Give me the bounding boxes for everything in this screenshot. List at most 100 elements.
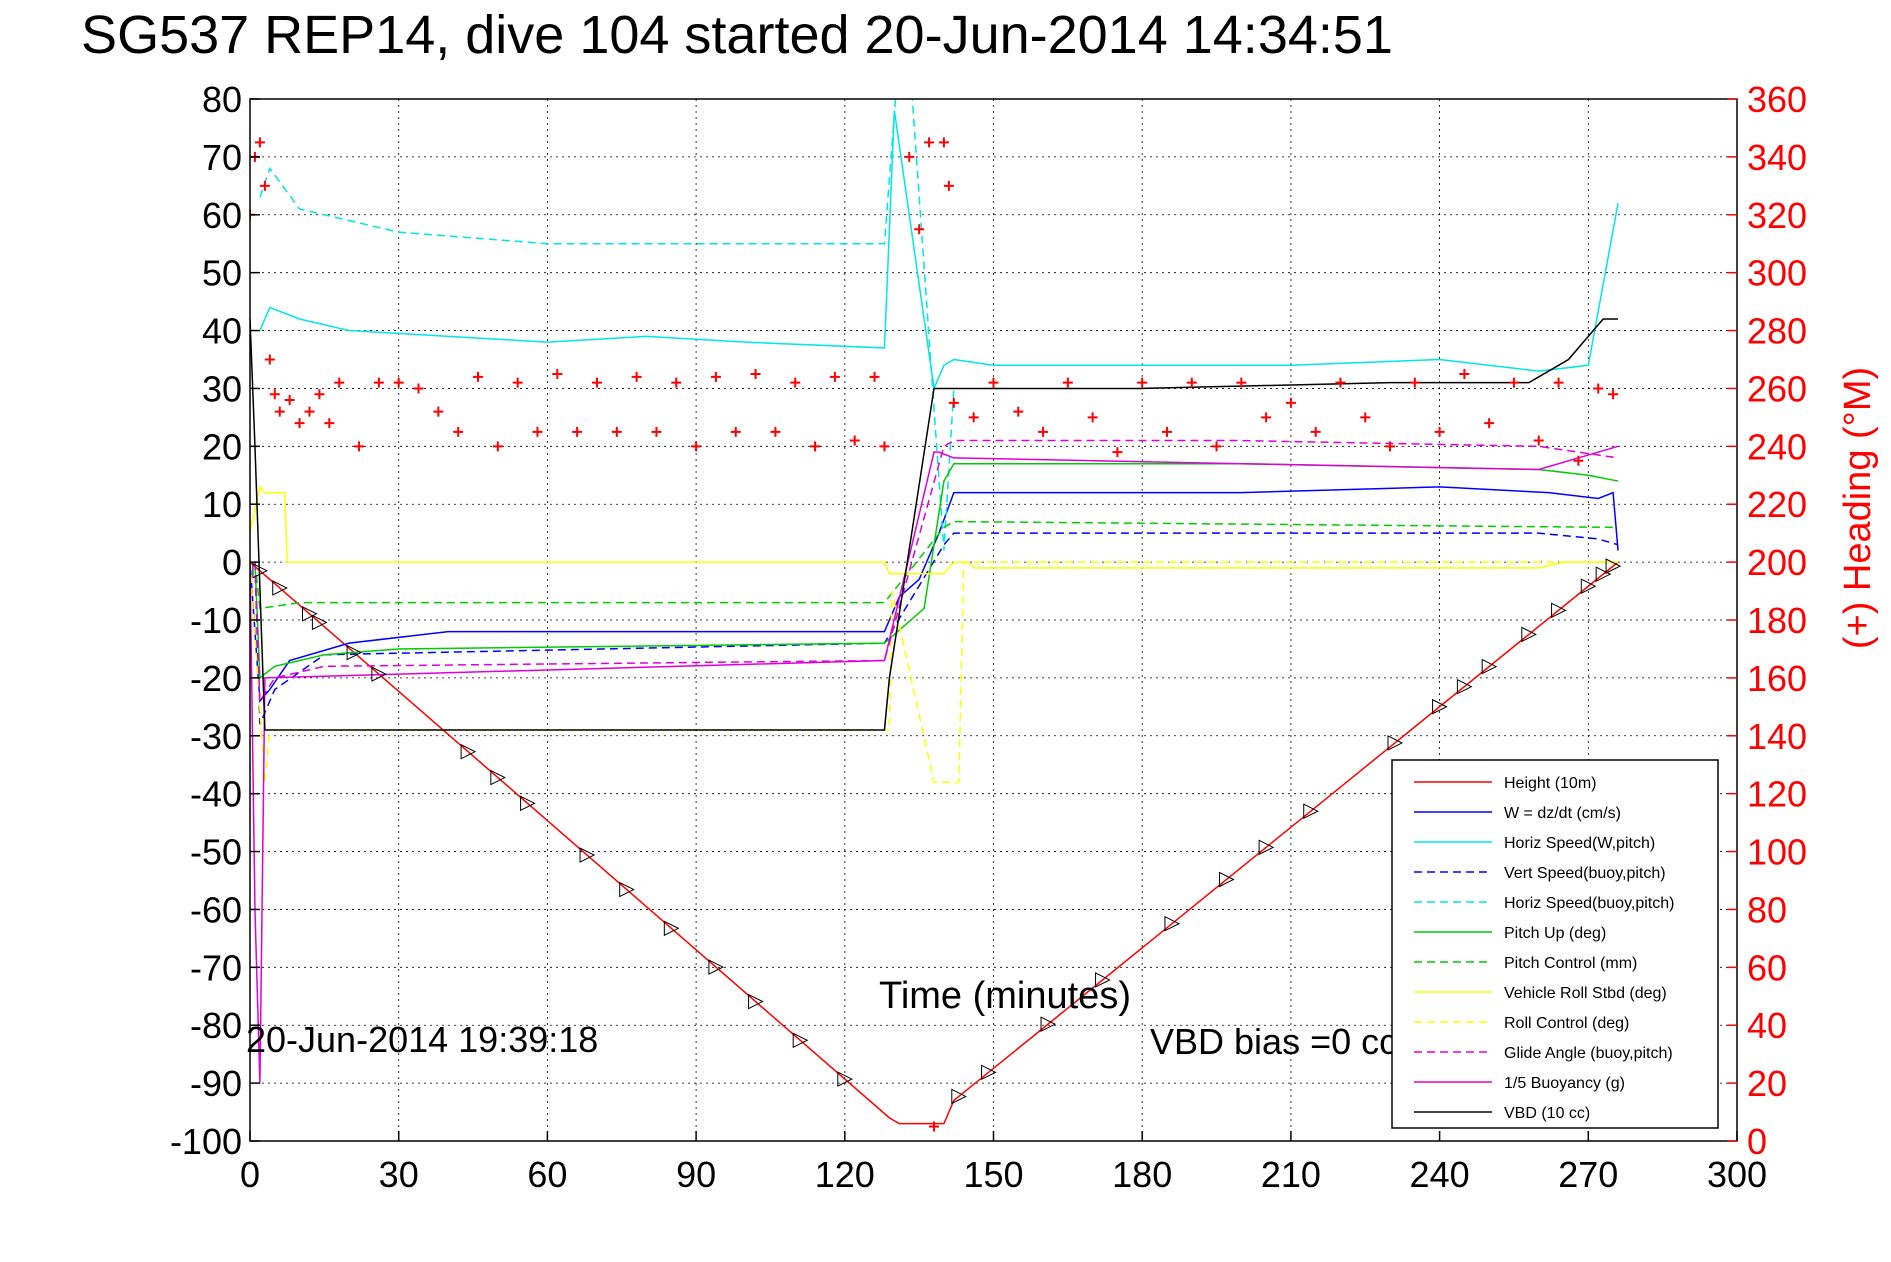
height-marker bbox=[951, 1088, 967, 1105]
series-horiz-speed-w-pitch bbox=[259, 110, 1619, 392]
height-marker bbox=[371, 666, 387, 682]
series-pitch-up-deg bbox=[254, 462, 1619, 680]
heading-point bbox=[1013, 406, 1024, 417]
heading-point bbox=[269, 389, 280, 400]
y2-tick-label: 240 bbox=[1747, 426, 1807, 467]
heading-point bbox=[943, 180, 954, 191]
y2-tick-label: 60 bbox=[1747, 947, 1787, 988]
legend-label: Vehicle Roll Stbd (deg) bbox=[1504, 985, 1667, 1002]
y2-tick-label: 40 bbox=[1747, 1005, 1787, 1046]
x-tick-label: 300 bbox=[1707, 1154, 1767, 1195]
y-tick-label: 70 bbox=[202, 137, 242, 178]
heading-point bbox=[324, 418, 335, 429]
x-tick-label: 0 bbox=[240, 1154, 260, 1195]
heading-point bbox=[710, 371, 721, 382]
y2-tick-label: 260 bbox=[1747, 368, 1807, 409]
heading-point bbox=[651, 426, 662, 437]
heading-point bbox=[1062, 377, 1073, 388]
heading-point bbox=[274, 406, 285, 417]
series-line bbox=[250, 318, 1619, 731]
heading-point bbox=[354, 441, 365, 452]
height-marker bbox=[981, 1064, 997, 1081]
heading-point bbox=[691, 441, 702, 452]
heading-point bbox=[1484, 418, 1495, 429]
heading-point bbox=[810, 441, 821, 452]
y2-tick-label: 360 bbox=[1747, 79, 1807, 120]
x-tick-label: 210 bbox=[1261, 1154, 1321, 1195]
series-line bbox=[250, 561, 1619, 783]
height-marker bbox=[311, 614, 328, 631]
height-marker bbox=[579, 847, 596, 863]
heading-point bbox=[1385, 441, 1396, 452]
heading-point bbox=[304, 406, 315, 417]
heading-point bbox=[879, 441, 890, 452]
y-tick-label: -90 bbox=[190, 1063, 242, 1104]
heading-point bbox=[1285, 397, 1296, 408]
heading-point bbox=[1608, 389, 1619, 400]
y2-axis-ticks: 3603403203002802602402202001801601401201… bbox=[1727, 79, 1807, 1162]
y-tick-label: -20 bbox=[190, 658, 242, 699]
y-tick-label: 60 bbox=[202, 195, 242, 236]
x-tick-label: 60 bbox=[527, 1154, 567, 1195]
height-marker bbox=[792, 1032, 809, 1049]
height-marker bbox=[708, 959, 725, 975]
height-marker bbox=[1595, 566, 1612, 582]
heading-point bbox=[1573, 455, 1584, 466]
y2-tick-label: 340 bbox=[1747, 137, 1807, 178]
heading-point bbox=[1335, 377, 1346, 388]
y2-tick-label: 120 bbox=[1747, 774, 1807, 815]
legend-box bbox=[1391, 759, 1719, 1129]
height-marker bbox=[619, 881, 635, 898]
y-tick-label: -10 bbox=[190, 600, 242, 641]
heading-point bbox=[1533, 435, 1544, 446]
heading-point bbox=[904, 151, 915, 162]
heading-point bbox=[512, 377, 523, 388]
y-tick-label: 50 bbox=[202, 253, 242, 294]
heading-point bbox=[284, 395, 295, 406]
y2-tick-label: 160 bbox=[1747, 658, 1807, 699]
legend-label: Glide Angle (buoy,pitch) bbox=[1504, 1045, 1673, 1062]
heading-point bbox=[750, 368, 761, 379]
series-horiz-speed-buoy-pitch bbox=[259, 99, 955, 551]
y-tick-label: 20 bbox=[202, 426, 242, 467]
height-marker bbox=[346, 644, 363, 661]
heading-point bbox=[373, 377, 384, 388]
height-marker bbox=[1040, 1016, 1057, 1032]
heading-point bbox=[259, 180, 270, 191]
series-layer bbox=[250, 99, 1622, 1132]
y2-tick-label: 280 bbox=[1747, 311, 1807, 352]
legend-label: Pitch Control (mm) bbox=[1504, 955, 1637, 972]
x-tick-label: 240 bbox=[1410, 1154, 1470, 1195]
y-tick-label: -70 bbox=[190, 947, 242, 988]
heading-point bbox=[1409, 377, 1420, 388]
x-tick-label: 180 bbox=[1112, 1154, 1172, 1195]
heading-point bbox=[1459, 368, 1470, 379]
heading-point bbox=[1261, 412, 1272, 423]
heading-point bbox=[988, 377, 999, 388]
y-tick-label: 30 bbox=[202, 368, 242, 409]
y2-tick-label: 320 bbox=[1747, 195, 1807, 236]
heading-point bbox=[473, 371, 484, 382]
series-glide-angle-buoy-pitch bbox=[254, 439, 1619, 704]
y-tick-label: -100 bbox=[170, 1121, 242, 1162]
legend-label: VBD (10 cc) bbox=[1504, 1105, 1590, 1122]
series-pitch-control-mm bbox=[254, 520, 1619, 610]
heading-point bbox=[1137, 377, 1148, 388]
y-tick-label: -50 bbox=[190, 832, 242, 873]
heading-point bbox=[591, 377, 602, 388]
height-marker bbox=[1164, 915, 1181, 932]
y2-tick-label: 100 bbox=[1747, 832, 1807, 873]
legend: Height (10m) W = dz/dt (cm/s) Horiz Speed(… bbox=[1391, 759, 1719, 1129]
x-tick-label: 90 bbox=[676, 1154, 716, 1195]
y-tick-label: -60 bbox=[190, 889, 242, 930]
height-marker bbox=[252, 562, 269, 579]
heading-point bbox=[1186, 377, 1197, 388]
height-marker bbox=[837, 1071, 853, 1087]
heading-point bbox=[413, 383, 424, 394]
height-marker bbox=[301, 605, 318, 622]
y2-tick-label: 200 bbox=[1747, 542, 1807, 583]
heading-point bbox=[770, 426, 781, 437]
heading-point bbox=[572, 426, 583, 437]
legend-label: Horiz Speed(buoy,pitch) bbox=[1504, 895, 1674, 912]
heading-point bbox=[453, 426, 464, 437]
